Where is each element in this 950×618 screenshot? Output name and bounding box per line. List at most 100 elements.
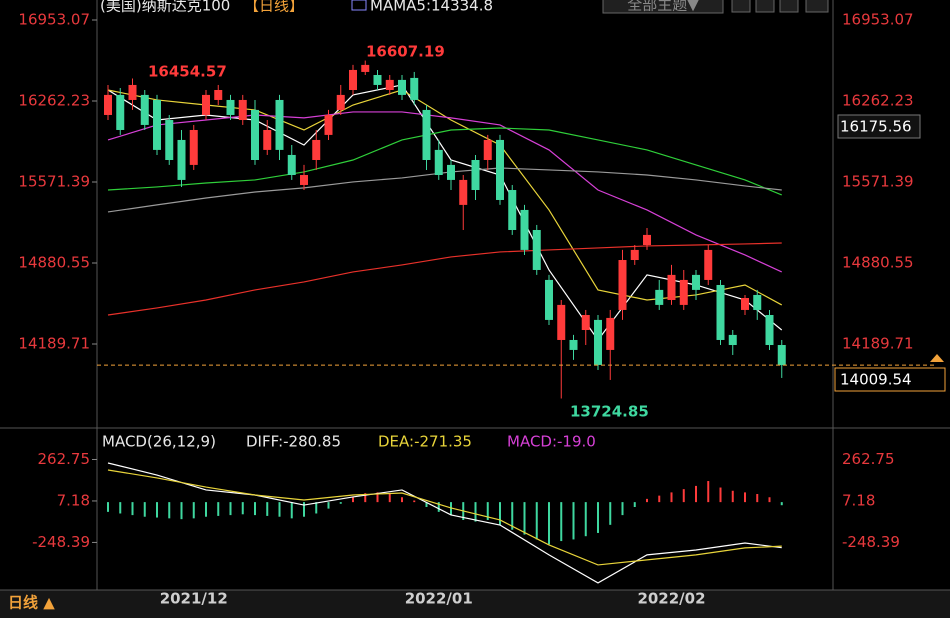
candle-body	[434, 149, 443, 176]
theme-button[interactable]	[602, 0, 724, 14]
candle-body	[104, 94, 112, 115]
candle-body	[618, 260, 627, 310]
candle-body	[287, 154, 296, 176]
y-tick-label-right: 16953.07	[842, 10, 914, 28]
candle-body	[153, 99, 161, 150]
x-tick-label: 2021/12	[160, 590, 228, 608]
cursor-price-box	[837, 114, 921, 139]
candle-body	[569, 339, 578, 350]
candle-body	[128, 84, 137, 100]
candle-body	[398, 79, 406, 95]
candle-body	[189, 129, 198, 165]
candle-body	[741, 297, 749, 310]
candle-body	[728, 334, 737, 346]
candle-body	[630, 249, 639, 261]
candle-body	[471, 159, 480, 191]
y-tick-label: 262.75	[38, 450, 91, 468]
candle-body	[606, 317, 615, 350]
last-price-box	[834, 367, 946, 392]
last-price-label: 14009.54	[840, 371, 912, 389]
y-tick-label-right: 262.75	[842, 450, 895, 468]
y-tick-label: -248.39	[32, 533, 90, 551]
candle-body	[336, 94, 345, 110]
candle-body	[385, 79, 394, 90]
candle-body	[692, 274, 700, 290]
tool-button[interactable]	[731, 0, 751, 13]
y-tick-label-right: 15571.39	[842, 172, 914, 190]
candle-body	[545, 279, 553, 320]
period-selector[interactable]: 日线 ▲	[8, 594, 55, 612]
candle-body	[508, 190, 517, 230]
tool-button[interactable]	[805, 0, 829, 13]
y-tick-label-right: 16262.23	[842, 91, 914, 109]
diff-label: DIFF:-280.85	[246, 433, 341, 451]
low-annotation: 13724.85	[570, 403, 649, 421]
candle-body	[557, 304, 566, 340]
candle-body	[532, 229, 541, 270]
indicator-line	[107, 84, 783, 341]
indicator-line	[107, 469, 782, 566]
tool-button[interactable]	[779, 0, 799, 13]
y-tick-label: 16953.07	[18, 10, 90, 28]
candle-body	[373, 74, 382, 85]
high-annotation: 16607.19	[366, 43, 445, 61]
y-tick-label-right: -248.39	[842, 533, 900, 551]
candle-body	[361, 64, 370, 72]
macd-title: MACD(26,12,9)	[102, 433, 216, 451]
candle-body	[202, 94, 210, 115]
indicator-icon	[351, 0, 367, 11]
candle-body	[716, 284, 725, 340]
last-price-marker	[930, 354, 944, 362]
tool-button[interactable]	[755, 0, 775, 13]
indicator-line	[107, 242, 782, 316]
candle-body	[777, 345, 786, 366]
y-tick-label: 7.18	[57, 491, 90, 509]
candle-body	[679, 279, 688, 305]
candle-body	[520, 209, 529, 250]
candle-body	[447, 164, 455, 180]
candle-body	[753, 294, 762, 310]
candle-body	[324, 114, 333, 135]
candle-body	[655, 289, 664, 305]
cursor-price-label: 16175.56	[840, 118, 912, 136]
y-tick-label-right: 7.18	[842, 491, 875, 509]
bottom-bar	[0, 590, 950, 618]
candle-body	[177, 139, 186, 180]
candle-body	[226, 99, 235, 115]
candle-body	[422, 109, 431, 160]
candle-body	[667, 274, 676, 300]
x-tick-label: 2022/02	[637, 590, 705, 608]
candle-body	[496, 139, 504, 200]
y-tick-label: 14880.55	[18, 253, 90, 271]
indicator-line	[107, 127, 782, 196]
candle-body	[263, 129, 272, 150]
candle-body	[410, 77, 419, 100]
period: 【日线】	[244, 0, 304, 15]
candle-body	[300, 175, 308, 185]
y-tick-label: 15571.39	[18, 172, 90, 190]
dea-label: DEA:-271.35	[378, 433, 472, 451]
y-tick-label: 14189.71	[18, 334, 90, 352]
candle-body	[251, 109, 259, 160]
candle-body	[238, 99, 247, 121]
y-tick-label-right: 14880.55	[842, 253, 914, 271]
x-tick-label: 2022/01	[405, 590, 473, 608]
candle-body	[116, 94, 125, 130]
candle-body	[765, 314, 774, 346]
candle-body	[140, 94, 149, 125]
indicator: MAMA5:14334.8	[370, 0, 493, 15]
candle-body	[312, 139, 321, 160]
theme-button-label[interactable]: 全部主题▼	[627, 0, 699, 14]
high-annotation: 16454.57	[148, 63, 227, 81]
candle-body	[594, 319, 602, 365]
candle-body	[459, 179, 468, 205]
candle-body	[643, 234, 651, 246]
candle-body	[349, 69, 357, 90]
candle-body	[704, 249, 713, 280]
candle-body	[581, 314, 590, 331]
indicator-line	[107, 89, 783, 306]
candle-body	[275, 99, 284, 150]
